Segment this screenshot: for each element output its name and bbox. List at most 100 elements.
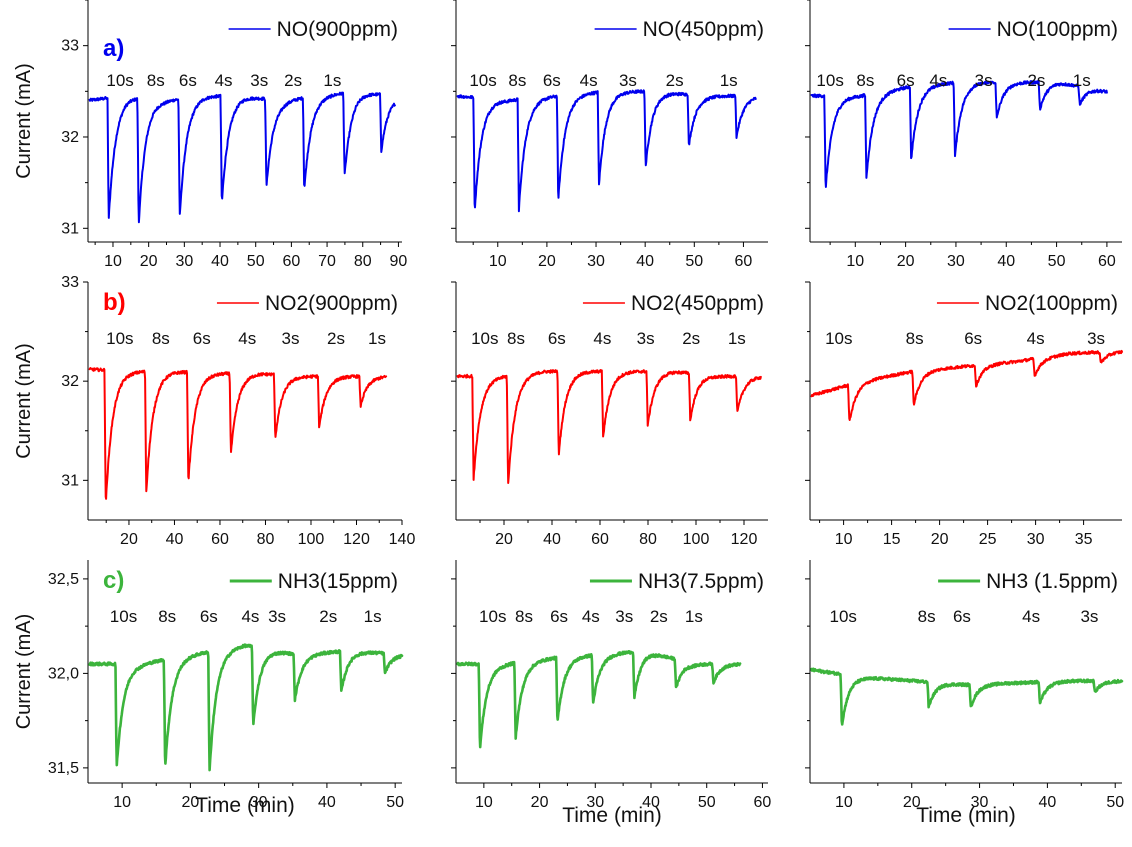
pulse-label-r1p1: 2s <box>682 329 700 348</box>
x-tick-label-r0p0: 40 <box>211 253 229 270</box>
pulse-label-r1p2: 6s <box>964 329 982 348</box>
x-tick-label-r1p1: 60 <box>591 531 609 548</box>
series-line-r0p1 <box>456 89 757 213</box>
series-line-r2p2 <box>810 667 1124 726</box>
pulse-label-r2p0: 4s <box>241 607 259 626</box>
pulse-label-r1p1: 10s <box>471 329 498 348</box>
x-tick-label-r0p0: 90 <box>390 253 408 270</box>
y-tick-label-r1p0: 33 <box>61 274 79 291</box>
x-tick-label-r1p0: 40 <box>166 531 184 548</box>
pulse-label-r0p2: 3s <box>975 71 993 90</box>
x-tick-label-r0p0: 60 <box>282 253 300 270</box>
x-tick-label-r1p0: 100 <box>298 531 325 548</box>
pulse-label-r0p1: 3s <box>619 71 637 90</box>
panel-letter-r2: c) <box>103 567 124 594</box>
legend-label-r0p1: NO(450ppm) <box>643 18 764 41</box>
pulse-label-r0p2: 10s <box>816 71 843 90</box>
pulse-label-r2p0: 2s <box>319 607 337 626</box>
pulse-label-r1p2: 4s <box>1027 329 1045 348</box>
pulse-label-r1p2: 10s <box>825 329 852 348</box>
panel-letter-r0: a) <box>103 35 124 62</box>
x-tick-label-r1p2: 35 <box>1075 531 1093 548</box>
pulse-label-r0p1: 6s <box>543 71 561 90</box>
x-tick-label-r0p1: 50 <box>685 253 703 270</box>
pulse-label-r0p2: 8s <box>856 71 874 90</box>
x-tick-label-r2p0: 20 <box>181 794 199 811</box>
y-tick-label-r2p0: 32,0 <box>48 665 79 682</box>
pulse-label-r1p0: 1s <box>368 329 386 348</box>
pulse-label-r0p1: 4s <box>580 71 598 90</box>
pulse-label-r1p0: 8s <box>152 329 170 348</box>
pulse-label-r2p1: 1s <box>685 607 703 626</box>
x-tick-label-r0p2: 40 <box>997 253 1015 270</box>
x-tick-label-r2p1: 50 <box>698 794 716 811</box>
x-tick-label-r0p0: 80 <box>354 253 372 270</box>
y-tick-label-r1p0: 31 <box>61 472 79 489</box>
x-tick-label-r2p1: 30 <box>586 794 604 811</box>
legend-label-r0p0: NO(900ppm) <box>277 18 398 41</box>
pulse-label-r2p1: 10s <box>479 607 506 626</box>
y-tick-label-r1p0: 32 <box>61 373 79 390</box>
panel-letter-r1: b) <box>103 289 126 316</box>
pulse-label-r2p2: 4s <box>1022 607 1040 626</box>
x-tick-label-r0p0: 70 <box>318 253 336 270</box>
x-tick-label-r1p0: 60 <box>211 531 229 548</box>
x-tick-label-r2p2: 30 <box>971 794 989 811</box>
x-tick-label-r0p1: 40 <box>636 253 654 270</box>
x-tick-label-r2p1: 10 <box>475 794 493 811</box>
legend-label-r1p0: NO2(900ppm) <box>265 292 398 315</box>
pulse-label-r1p1: 1s <box>728 329 746 348</box>
x-tick-label-r1p1: 20 <box>495 531 513 548</box>
pulse-label-r0p0: 10s <box>106 71 133 90</box>
pulse-label-r2p0: 8s <box>158 607 176 626</box>
x-tick-label-r0p0: 30 <box>175 253 193 270</box>
pulse-label-r0p0: 3s <box>250 71 268 90</box>
x-tick-label-r1p1: 100 <box>683 531 710 548</box>
x-axis-label-r2p1: Time (min) <box>562 804 662 827</box>
series-line-r2p0 <box>88 643 404 772</box>
x-tick-label-r2p1: 40 <box>642 794 660 811</box>
series-line-r0p0 <box>88 91 396 224</box>
y-tick-label-r0p0: 31 <box>61 220 79 237</box>
x-tick-label-r0p1: 30 <box>587 253 605 270</box>
pulse-label-r1p0: 4s <box>238 329 256 348</box>
pulse-label-r0p2: 2s <box>1027 71 1045 90</box>
pulse-label-r1p2: 3s <box>1087 329 1105 348</box>
x-tick-label-r1p0: 80 <box>257 531 275 548</box>
pulse-label-r0p1: 10s <box>469 71 496 90</box>
x-tick-label-r2p0: 10 <box>113 794 131 811</box>
x-axis-label-r2p2: Time (min) <box>916 804 1016 827</box>
pulse-label-r1p1: 4s <box>593 329 611 348</box>
x-tick-label-r2p2: 50 <box>1106 794 1124 811</box>
x-tick-label-r0p0: 50 <box>247 253 265 270</box>
pulse-label-r0p2: 4s <box>929 71 947 90</box>
x-tick-label-r1p1: 40 <box>543 531 561 548</box>
x-axis-label-r2p0: Time (min) <box>195 794 295 817</box>
x-tick-label-r1p2: 30 <box>1027 531 1045 548</box>
y-axis-label-r0: Current (mA) <box>13 63 35 179</box>
pulse-label-r1p0: 10s <box>106 329 133 348</box>
pulse-label-r0p0: 6s <box>179 71 197 90</box>
legend-label-r1p2: NO2(100ppm) <box>985 292 1118 315</box>
x-tick-label-r2p1: 60 <box>754 794 772 811</box>
pulse-label-r1p1: 3s <box>637 329 655 348</box>
pulse-label-r2p2: 8s <box>918 607 936 626</box>
legend-label-r0p2: NO(100ppm) <box>997 18 1118 41</box>
pulse-label-r0p1: 2s <box>666 71 684 90</box>
x-tick-label-r0p2: 20 <box>897 253 915 270</box>
pulse-label-r1p0: 6s <box>193 329 211 348</box>
legend-label-r2p2: NH3 (1.5ppm) <box>986 570 1118 593</box>
x-tick-label-r0p1: 20 <box>538 253 556 270</box>
x-tick-label-r1p2: 15 <box>883 531 901 548</box>
pulse-label-r2p1: 8s <box>515 607 533 626</box>
pulse-label-r2p2: 6s <box>953 607 971 626</box>
x-tick-label-r2p0: 50 <box>386 794 404 811</box>
pulse-label-r1p1: 8s <box>507 329 525 348</box>
x-tick-label-r1p0: 120 <box>343 531 370 548</box>
pulse-label-r2p0: 1s <box>364 607 382 626</box>
x-tick-label-r0p2: 10 <box>846 253 864 270</box>
series-line-r2p1 <box>456 650 742 749</box>
x-tick-label-r2p2: 40 <box>1038 794 1056 811</box>
x-tick-label-r1p0: 140 <box>389 531 416 548</box>
